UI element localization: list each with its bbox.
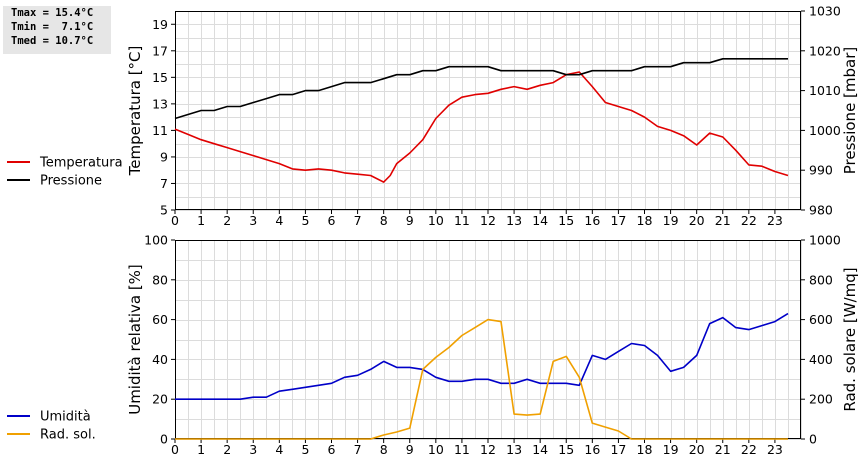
y-left-tick-label: 60	[152, 312, 168, 327]
x-tick-label: 0	[171, 213, 179, 228]
x-tick-label: 5	[301, 213, 309, 228]
legend-label: Rad. sol.	[40, 428, 96, 443]
x-tick-label: 22	[741, 213, 757, 228]
x-tick-label: 12	[480, 213, 496, 228]
x-tick-label: 16	[584, 442, 600, 457]
x-tick-label: 13	[506, 442, 522, 457]
x-tick-label: 9	[406, 213, 414, 228]
x-tick-label: 0	[171, 442, 179, 457]
y-right-tick-label: 600	[809, 312, 833, 327]
x-tick-label: 2	[223, 442, 231, 457]
series-line-rad-sol	[175, 318, 788, 440]
x-tick-label: 18	[637, 442, 653, 457]
x-tick-label: 6	[328, 442, 336, 457]
x-tick-label: 23	[767, 442, 783, 457]
y-right-tick-label: 1020	[809, 43, 841, 58]
y-right-tick-label: 1010	[809, 83, 841, 98]
y-left-tick-label: 17	[152, 43, 168, 58]
x-tick-label: 19	[663, 213, 679, 228]
y-right-tick-label: 1000	[809, 123, 841, 138]
top-plot-frame	[175, 11, 801, 210]
y-left-tick-label: 40	[152, 352, 168, 367]
x-tick-label: 5	[301, 442, 309, 457]
y-left-axis-label: Temperatura [°C]	[126, 46, 144, 177]
y-right-tick-label: 990	[809, 163, 833, 178]
x-tick-label: 11	[454, 213, 470, 228]
y-left-tick-label: 0	[160, 432, 168, 447]
legend-label: Pressione	[40, 174, 102, 189]
x-tick-label: 7	[354, 442, 362, 457]
x-tick-label: 4	[275, 213, 283, 228]
x-tick-label: 13	[506, 213, 522, 228]
y-right-axis-label: Pressione [mbar]	[841, 47, 859, 175]
x-tick-label: 20	[689, 442, 705, 457]
x-tick-label: 16	[584, 213, 600, 228]
x-tick-label: 23	[767, 213, 783, 228]
bottom-grid	[175, 240, 802, 440]
x-tick-label: 19	[663, 442, 679, 457]
x-tick-label: 22	[741, 442, 757, 457]
x-tick-label: 14	[532, 442, 548, 457]
series-line-temperatura	[174, 71, 789, 183]
x-tick-label: 18	[637, 213, 653, 228]
x-tick-label: 11	[454, 442, 470, 457]
x-tick-label: 20	[689, 213, 705, 228]
y-left-tick-label: 5	[160, 203, 168, 218]
stats-box: Tmax = 15.4°C Tmin = 7.1°C Tmed = 10.7°C	[3, 6, 111, 54]
y-right-tick-label: 400	[809, 352, 833, 367]
x-tick-label: 6	[328, 213, 336, 228]
x-tick-label: 15	[558, 442, 574, 457]
x-tick-label: 17	[610, 442, 626, 457]
tmin-text: Tmin = 7.1°C	[11, 21, 94, 33]
y-right-tick-label: 200	[809, 392, 833, 407]
x-tick-label: 7	[354, 213, 362, 228]
y-right-tick-label: 800	[809, 272, 833, 287]
y-left-tick-label: 19	[152, 17, 168, 32]
x-tick-label: 21	[715, 442, 731, 457]
y-left-tick-label: 20	[152, 392, 168, 407]
y-left-tick-label: 100	[144, 233, 168, 248]
x-tick-label: 14	[532, 213, 548, 228]
y-right-tick-label: 980	[809, 203, 833, 218]
top-grid	[175, 11, 802, 211]
legend-label: Umidità	[40, 410, 91, 425]
y-right-tick-label: 1030	[809, 4, 841, 19]
x-tick-label: 2	[223, 213, 231, 228]
x-tick-label: 12	[480, 442, 496, 457]
x-tick-label: 9	[406, 442, 414, 457]
x-tick-label: 1	[197, 442, 205, 457]
y-left-tick-label: 9	[160, 149, 168, 164]
tmax-text: Tmax = 15.4°C	[11, 7, 94, 19]
x-tick-label: 17	[610, 213, 626, 228]
x-tick-label: 10	[428, 213, 444, 228]
x-tick-label: 21	[715, 213, 731, 228]
y-left-tick-label: 7	[160, 176, 168, 191]
x-tick-label: 15	[558, 213, 574, 228]
y-left-tick-label: 13	[152, 96, 168, 111]
series-line-umidit	[175, 312, 789, 401]
x-tick-label: 3	[249, 442, 257, 457]
x-tick-label: 8	[380, 213, 388, 228]
x-tick-label: 3	[249, 213, 257, 228]
y-left-axis-label: Umidità relativa [%]	[126, 264, 144, 415]
tmed-text: Tmed = 10.7°C	[11, 35, 94, 47]
y-right-tick-label: 0	[809, 432, 817, 447]
y-left-tick-label: 11	[152, 123, 168, 138]
temperature-pressure-chart: 0 1 2 3 4 5 6 7 8 9 10 11 12 13 14 15 16 17 18 19 20 21 22 2357…	[7, 4, 859, 228]
legend-label: Temperatura	[39, 156, 123, 171]
bottom-plot-frame	[175, 240, 801, 439]
y-left-tick-label: 80	[152, 272, 168, 287]
x-tick-label: 1	[197, 213, 205, 228]
x-tick-label: 8	[380, 442, 388, 457]
x-tick-label: 4	[275, 442, 283, 457]
series-line-pressione	[174, 57, 788, 120]
x-tick-label: 10	[428, 442, 444, 457]
y-right-axis-label: Rad. solare [W/mq]	[841, 267, 859, 411]
y-right-tick-label: 1000	[809, 233, 841, 248]
y-left-tick-label: 15	[152, 70, 168, 85]
